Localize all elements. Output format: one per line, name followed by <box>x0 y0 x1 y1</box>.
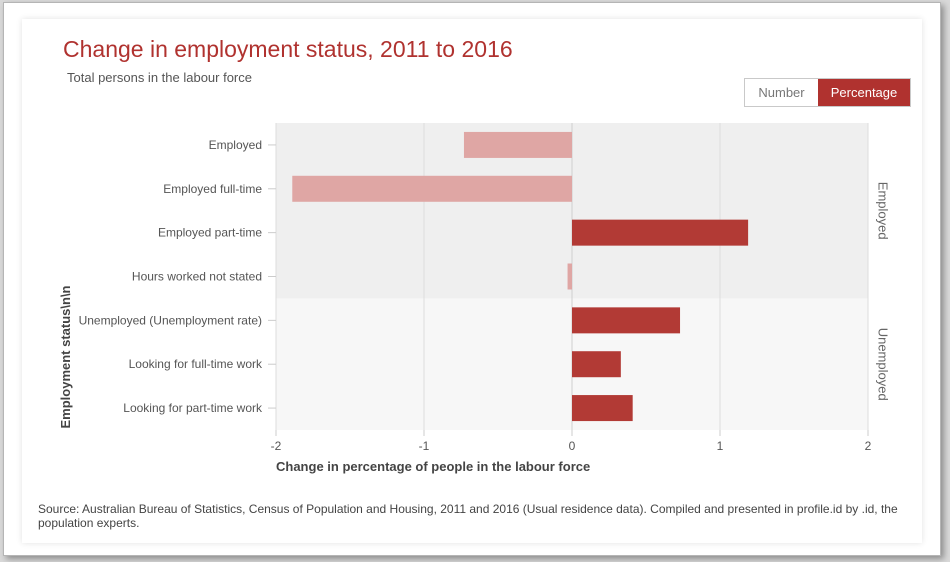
x-tick-label: -1 <box>419 439 430 453</box>
category-label: Employed part-time <box>158 226 262 240</box>
view-toggle: Number Percentage <box>744 78 911 107</box>
bar <box>463 131 572 158</box>
category-label: Unemployed (Unemployment rate) <box>79 313 262 327</box>
bar <box>567 263 572 290</box>
category-label: Hours worked not stated <box>132 270 262 284</box>
chart-title: Change in employment status, 2011 to 201… <box>63 36 513 62</box>
group-label-employed: Employed <box>876 182 891 240</box>
percentage-toggle-button[interactable]: Percentage <box>818 79 910 106</box>
bar <box>572 351 621 378</box>
category-label: Employed <box>209 138 262 152</box>
bar <box>292 175 572 202</box>
category-label: Looking for full-time work <box>129 357 263 371</box>
group-label-unemployed: Unemployed <box>876 328 891 401</box>
chart-subtitle: Total persons in the labour force <box>67 70 252 85</box>
y-axis-title: Employment status\n\n <box>58 285 73 428</box>
x-tick-label: 2 <box>865 439 872 453</box>
x-axis-title: Change in percentage of people in the la… <box>276 459 590 474</box>
x-tick-label: -2 <box>271 439 282 453</box>
number-toggle-button[interactable]: Number <box>745 79 818 106</box>
x-tick-label: 1 <box>717 439 724 453</box>
x-tick-label: 0 <box>569 439 576 453</box>
category-label: Looking for part-time work <box>123 401 263 415</box>
category-label: Employed full-time <box>163 182 262 196</box>
bar <box>572 219 749 246</box>
source-note: Source: Australian Bureau of Statistics,… <box>38 502 898 530</box>
bar <box>572 307 681 334</box>
bar <box>572 395 633 422</box>
